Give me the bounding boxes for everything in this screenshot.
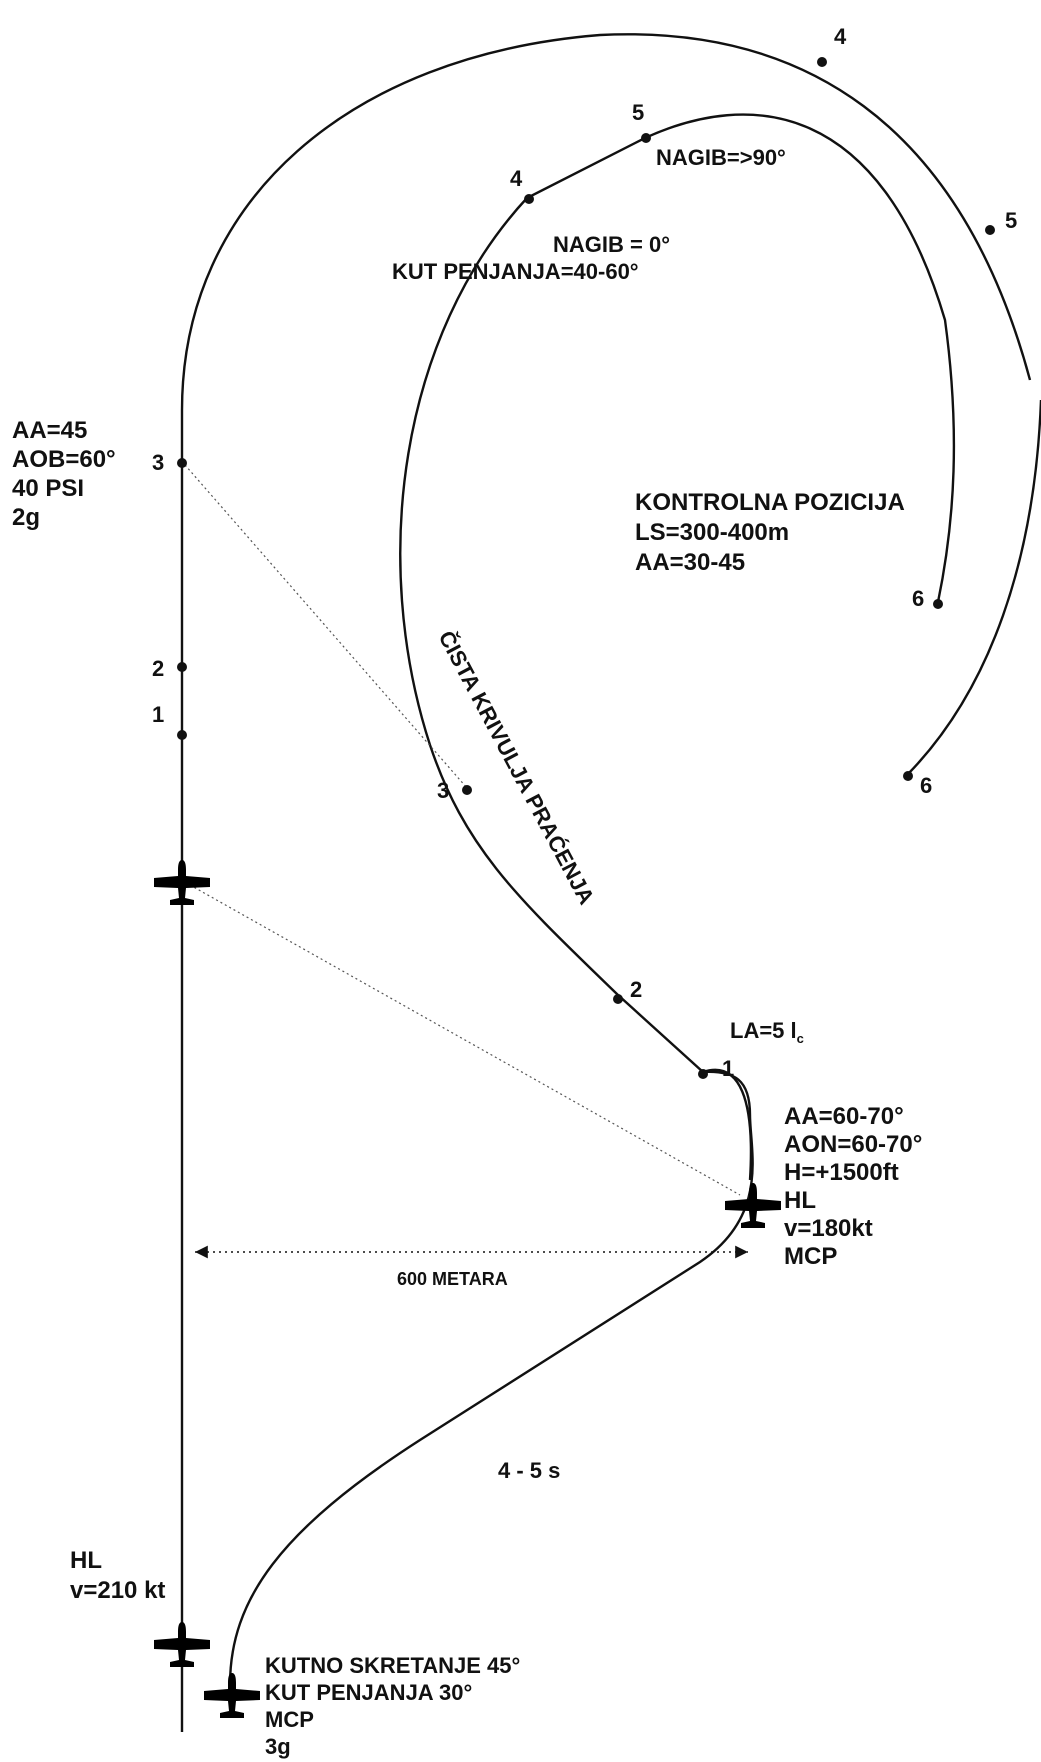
leader-point-5 [985, 225, 995, 235]
leader-start-label: HL v=210 kt [70, 1547, 165, 1604]
leader-point-label-2: 2 [152, 656, 164, 681]
attacker-point-5 [641, 133, 651, 143]
aircraft-icon [154, 1622, 210, 1667]
leader-point-2 [177, 662, 187, 672]
leader-path [180, 33, 1032, 1732]
leader-point-label-5: 5 [1005, 208, 1017, 233]
attacker-point-label-6: 6 [912, 586, 924, 611]
attacker-point-label-4: 4 [510, 166, 523, 191]
attacker-point-label-2: 2 [630, 977, 642, 1002]
attacker-point-2 [613, 994, 623, 1004]
leader-point-3 [177, 458, 187, 468]
aircraft-icon [204, 1673, 260, 1718]
leader-point-label-1: 1 [152, 702, 164, 727]
climb-label: NAGIB = 0° KUT PENJANJA=40-60° [392, 232, 676, 284]
leader-point-6 [903, 771, 913, 781]
leader-check-label: AA=45 AOB=60° 40 PSI 2g [12, 417, 122, 531]
leader-point-label-3: 3 [152, 450, 164, 475]
leader-point-label-6: 6 [920, 773, 932, 798]
attacker-segment-time: 4 - 5 s [498, 1458, 560, 1483]
aircraft-icon [154, 860, 210, 905]
leader-point-4 [817, 57, 827, 67]
separation-label: 600 METARA [397, 1269, 508, 1289]
attacker-point-4 [524, 194, 534, 204]
attacker-point-label-1: 1 [722, 1056, 734, 1081]
control-position-label: KONTROLNA POZICIJA LS=300-400m AA=30-45 [635, 489, 911, 576]
sightline-lower [189, 884, 741, 1196]
attacker-point-label-5: 5 [632, 100, 644, 125]
attacker-path [228, 1070, 754, 1686]
attacker-lead-label: LA=5 lc [730, 1018, 804, 1046]
leader-point-label-4: 4 [834, 24, 847, 49]
leader-path-exit [907, 399, 1041, 775]
leader-point-1 [177, 730, 187, 740]
attacker-pursuit-path [399, 113, 956, 1181]
bank-label: NAGIB=>90° [656, 145, 786, 170]
attacker-start-label: KUTNO SKRETANJE 45° KUT PENJANJA 30° MCP… [265, 1653, 526, 1759]
aircraft-icon [725, 1183, 781, 1228]
sightline-upper [184, 464, 468, 789]
attacker-point-label-3: 3 [437, 778, 449, 803]
attacker-hold-label: AA=60-70° AON=60-70° H=+1500ft HL v=180k… [784, 1103, 929, 1270]
attacker-point-3 [462, 785, 472, 795]
attacker-point-1 [698, 1069, 708, 1079]
pursuit-curve-label: ČISTA KRIVULJA PRAĆENJA [434, 627, 600, 909]
attacker-point-6 [933, 599, 943, 609]
